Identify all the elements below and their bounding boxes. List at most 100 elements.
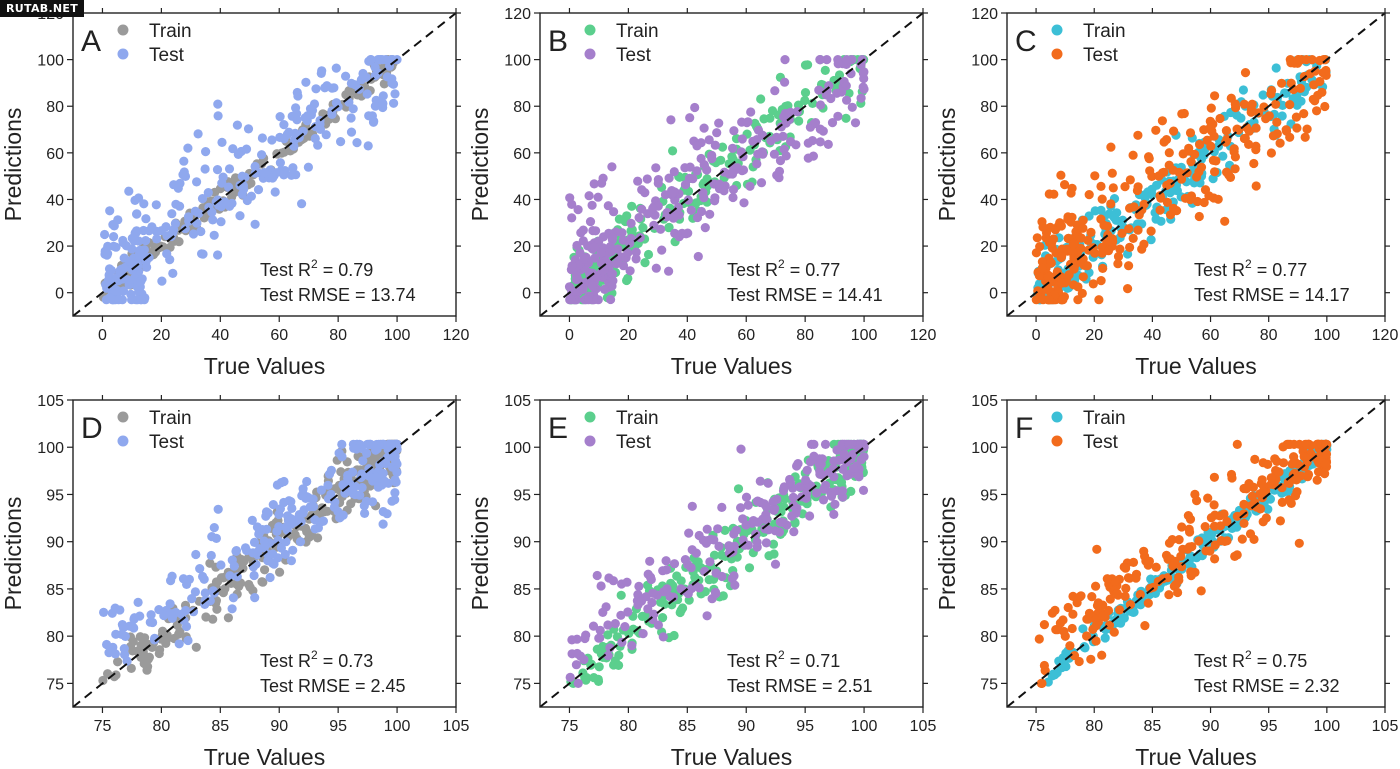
point-test — [633, 176, 643, 186]
point-test — [1185, 514, 1196, 524]
y-tick-label: 95 — [980, 487, 998, 504]
point-test — [181, 605, 191, 616]
point-test — [1094, 295, 1104, 305]
point-test — [1115, 605, 1125, 615]
point-test — [647, 597, 657, 608]
y-tick-label: 105 — [37, 393, 64, 410]
point-test — [378, 91, 388, 101]
point-test — [1048, 234, 1059, 244]
y-tick-label: 40 — [980, 192, 998, 209]
point-test — [120, 650, 130, 660]
point-test — [1315, 55, 1325, 66]
point-test — [809, 451, 819, 461]
point-test — [1105, 594, 1115, 604]
point-train — [205, 558, 215, 568]
point-test — [829, 456, 839, 466]
point-test — [778, 518, 789, 528]
point-test — [348, 104, 358, 114]
x-tick-label: 20 — [619, 327, 637, 344]
point-test — [770, 86, 780, 96]
point-test — [1239, 99, 1249, 109]
point-test — [318, 516, 328, 526]
point-test — [1221, 126, 1231, 136]
point-test — [251, 559, 261, 569]
point-test — [600, 284, 610, 294]
point-test — [566, 295, 576, 305]
y-tick-label: 0 — [55, 286, 64, 303]
point-test — [1092, 544, 1102, 554]
point-train — [616, 590, 626, 600]
point-test — [179, 156, 189, 166]
point-test — [713, 524, 723, 534]
point-test — [1239, 499, 1249, 509]
plot-frame — [539, 399, 924, 708]
point-test — [390, 89, 400, 99]
point-test — [1268, 131, 1278, 141]
point-test — [1125, 600, 1135, 610]
point-test — [792, 461, 802, 471]
point-test — [1091, 581, 1101, 591]
point-test — [1059, 626, 1069, 637]
point-test — [250, 219, 260, 229]
point-test — [132, 226, 142, 236]
point-train — [841, 113, 851, 123]
point-test — [275, 158, 285, 168]
point-test — [135, 252, 145, 262]
point-test — [1222, 136, 1232, 146]
x-tick-label: 95 — [329, 718, 347, 735]
point-test — [616, 610, 626, 620]
point-train — [733, 484, 744, 494]
point-test — [1155, 191, 1165, 201]
point-test — [1219, 509, 1229, 519]
point-test — [183, 635, 193, 646]
point-test — [1239, 518, 1249, 529]
point-test — [130, 195, 140, 205]
point-test — [173, 183, 183, 193]
point-test — [346, 127, 357, 137]
point-train — [664, 222, 674, 232]
point-test — [850, 118, 861, 128]
point-test — [1210, 91, 1220, 101]
point-test — [817, 470, 827, 480]
point-test — [112, 285, 122, 296]
r2-stat: Test R2 = 0.77 — [727, 257, 840, 280]
y-tick-label: 20 — [46, 239, 64, 256]
point-train — [223, 613, 233, 623]
x-axis-title: True Values — [671, 744, 792, 769]
y-axis-title: Predictions — [934, 497, 960, 611]
point-test — [247, 515, 257, 526]
legend-marker-train — [117, 24, 129, 36]
point-test — [1312, 475, 1322, 485]
point-test — [228, 144, 238, 154]
point-test — [259, 168, 269, 178]
y-tick-label: 100 — [504, 440, 531, 457]
legend-marker-train — [584, 24, 596, 36]
point-test — [658, 632, 668, 642]
point-test — [249, 570, 259, 581]
point-test — [1090, 171, 1100, 181]
y-tick-label: 80 — [46, 629, 64, 646]
x-tick-label: 80 — [152, 718, 170, 735]
point-test — [229, 561, 239, 571]
point-test — [785, 478, 796, 488]
point-test — [1056, 221, 1066, 231]
point-train — [1199, 150, 1209, 160]
point-test — [1291, 112, 1301, 122]
point-test — [154, 605, 164, 615]
point-test — [1247, 491, 1257, 501]
point-test — [792, 107, 802, 117]
point-test — [361, 72, 371, 82]
point-test — [607, 269, 618, 279]
point-train — [640, 258, 650, 268]
rmse-stat: Test RMSE = 13.74 — [260, 285, 416, 305]
point-test — [1035, 242, 1045, 252]
point-test — [1283, 477, 1293, 487]
point-test — [1139, 199, 1149, 209]
point-test — [762, 515, 772, 525]
point-test — [1115, 244, 1125, 254]
point-test — [627, 641, 637, 651]
point-test — [761, 538, 772, 548]
point-test — [1251, 123, 1261, 133]
point-test — [267, 558, 278, 568]
